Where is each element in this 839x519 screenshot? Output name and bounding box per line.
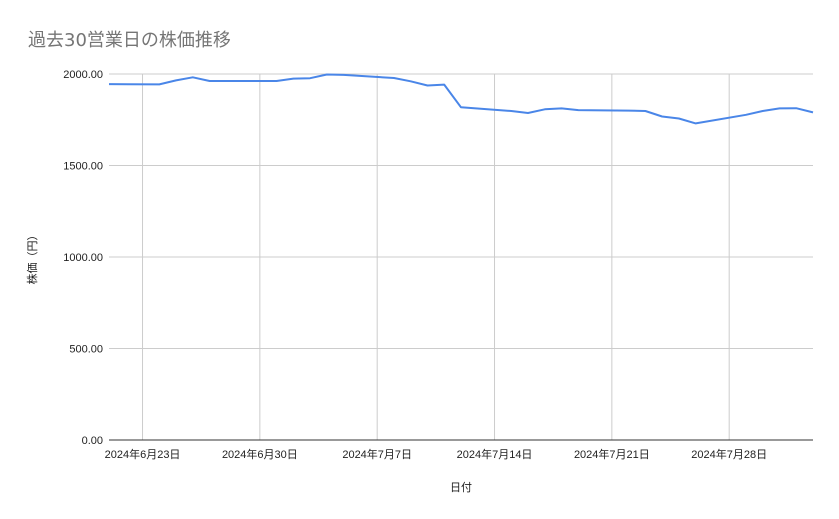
y-tick-label: 500.00 [69, 344, 103, 356]
x-tick-label: 2024年7月7日 [342, 447, 412, 461]
chart-title: 過去30営業日の株価推移 [28, 30, 231, 51]
x-tick-label: 2024年7月28日 [691, 447, 767, 461]
y-tick-label: 1000.00 [63, 252, 103, 264]
y-tick-label: 0.00 [82, 435, 103, 447]
y-axis-ticks: 0.00 500.00 1000.00 1500.00 2000.00 [63, 69, 103, 447]
x-tick-label: 2024年7月21日 [574, 447, 650, 461]
series-points [108, 74, 814, 124]
x-tick-label: 2024年6月30日 [222, 447, 298, 461]
grid-lines [109, 73, 813, 440]
x-tick-label: 2024年6月23日 [105, 447, 181, 461]
x-axis-title: 日付 [450, 481, 472, 494]
y-axis-title: 株価（円） [25, 230, 39, 285]
x-tick-label: 2024年7月14日 [457, 447, 533, 461]
y-tick-label: 1500.00 [63, 161, 103, 173]
series-line [108, 73, 814, 125]
x-axis-ticks: 2024年6月23日 2024年6月30日 2024年7月7日 2024年7月14日 2… [105, 447, 767, 461]
y-tick-label: 2000.00 [63, 69, 103, 81]
